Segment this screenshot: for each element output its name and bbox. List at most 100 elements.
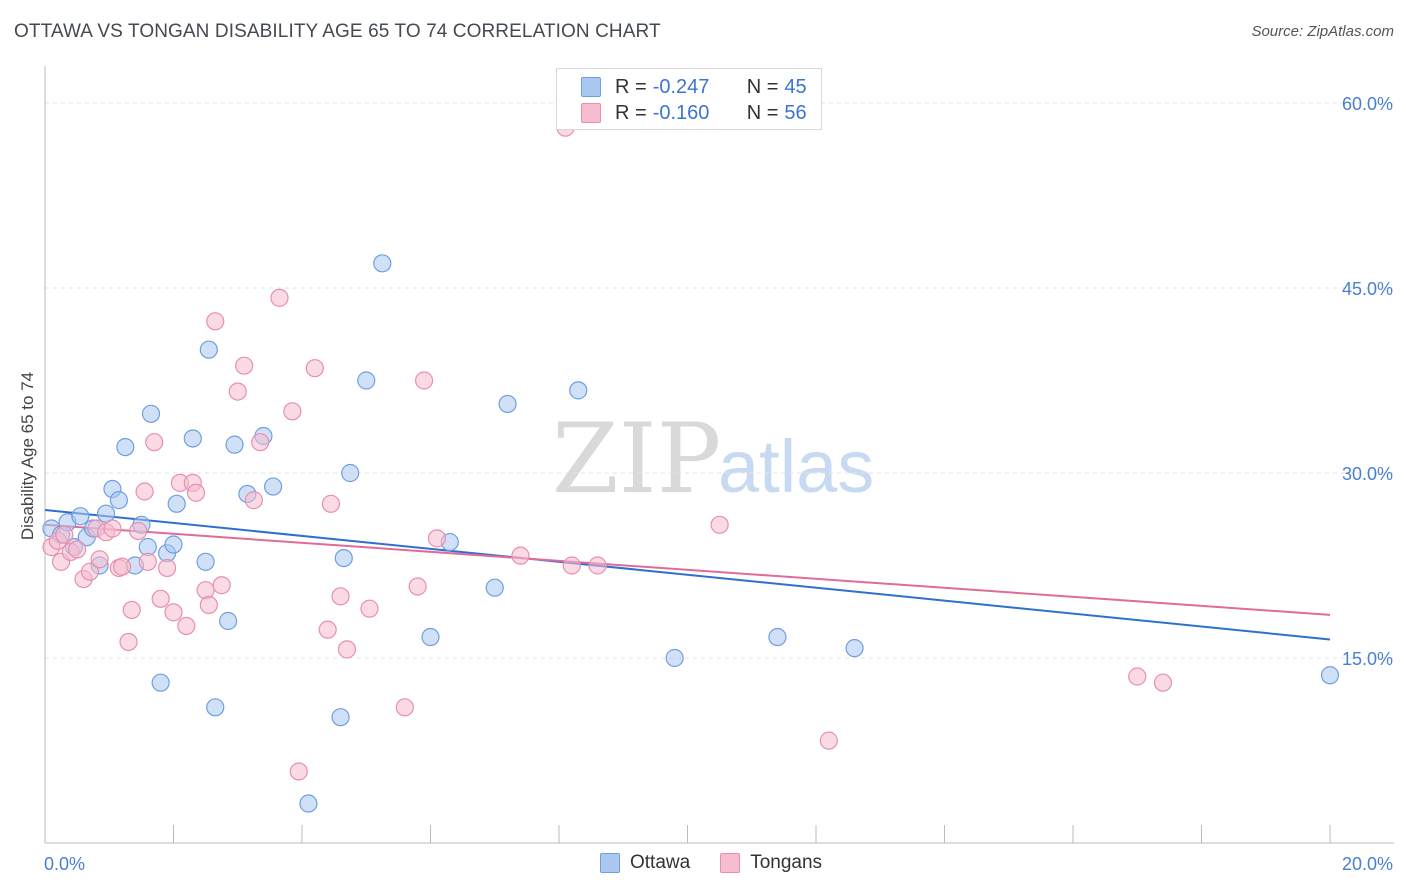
point-tongans [395, 698, 414, 717]
n-label: N = [746, 75, 779, 98]
point-tongans [151, 589, 170, 608]
point-ottawa [331, 708, 350, 727]
point-ottawa [768, 627, 787, 647]
watermark: ZIP atlas [552, 403, 874, 515]
point-tongans [157, 558, 177, 578]
x-tick-label: 0.0% [44, 854, 85, 874]
point-ottawa [498, 394, 517, 414]
point-tongans [588, 556, 607, 575]
point-tongans [337, 640, 357, 659]
point-tongans [122, 600, 141, 620]
legend-label-tongans: Tongans [750, 852, 823, 873]
point-tongans [427, 529, 447, 548]
point-tongans [270, 288, 289, 307]
point-ottawa [71, 507, 90, 526]
point-tongans [305, 359, 324, 378]
trendlines [44, 509, 1331, 641]
point-ottawa [263, 477, 283, 496]
y-tick-label: 30.0% [1342, 464, 1393, 484]
point-tongans [138, 552, 157, 571]
y-tick-label: 60.0% [1342, 94, 1393, 114]
source-credit: Source: ZipAtlas.com [1251, 23, 1394, 40]
ottawa-swatch [600, 853, 620, 873]
legend-row-tongans: R = -0.160 N = 56 [581, 101, 807, 125]
point-ottawa [357, 371, 376, 390]
point-ottawa [334, 548, 353, 568]
point-ottawa [665, 648, 684, 668]
ottawa-swatch [581, 77, 601, 97]
legend-label-ottawa: Ottawa [630, 852, 691, 873]
point-tongans [80, 562, 100, 581]
legend-item-ottawa[interactable]: Ottawa [600, 852, 690, 874]
trendline-tongans [44, 523, 1331, 616]
point-tongans [135, 482, 154, 501]
tick-labels: 60.0% 45.0% 30.0% 15.0% 0.0% 20.0% [44, 94, 1393, 874]
gridlines [45, 102, 1394, 659]
trendline-ottawa [44, 509, 1331, 641]
point-tongans [90, 550, 109, 569]
r-label: R = [615, 101, 647, 124]
point-tongans [228, 382, 247, 401]
point-tongans [283, 402, 302, 421]
point-tongans [164, 603, 183, 622]
point-tongans [331, 587, 350, 606]
axes [44, 66, 1394, 844]
point-ottawa [167, 494, 186, 513]
tongans-swatch [581, 103, 601, 123]
point-tongans [511, 546, 530, 565]
point-tongans [414, 371, 434, 390]
r-label: R = [615, 75, 647, 98]
point-tongans [68, 540, 87, 559]
point-tongans [318, 620, 337, 639]
n-label: N = [746, 101, 779, 124]
point-tongans [55, 525, 74, 544]
point-tongans [212, 576, 231, 595]
point-ottawa [141, 404, 161, 423]
y-tick-label: 45.0% [1342, 279, 1393, 299]
r-value: -0.160 [652, 101, 710, 124]
point-ottawa [373, 254, 392, 273]
point-ottawa [341, 463, 360, 483]
point-ottawa [199, 340, 218, 359]
n-value: 56 [784, 101, 807, 124]
point-tongans [321, 494, 341, 513]
n-value: 45 [784, 75, 807, 98]
point-ottawa [1320, 666, 1340, 685]
x-tick-label: 20.0% [1342, 854, 1393, 874]
r-value: -0.247 [652, 75, 710, 98]
watermark-atlas: atlas [718, 425, 874, 508]
point-ottawa [196, 552, 215, 571]
point-tongans [119, 632, 138, 652]
point-ottawa [569, 381, 588, 400]
series-legend: Ottawa Tongans [600, 852, 852, 874]
point-ottawa [219, 611, 238, 631]
point-ottawa [225, 435, 244, 454]
point-ottawa [116, 438, 135, 457]
point-tongans [129, 521, 148, 541]
point-tongans [1153, 673, 1173, 692]
chart-title: OTTAWA VS TONGAN DISABILITY AGE 65 TO 74… [14, 21, 661, 42]
point-tongans [360, 599, 379, 618]
point-tongans [206, 312, 225, 331]
point-tongans [112, 557, 132, 576]
y-tick-label: 15.0% [1342, 649, 1393, 669]
point-tongans [177, 616, 196, 636]
point-ottawa [164, 535, 183, 554]
point-ottawa [109, 491, 128, 510]
y-axis-label: Disability Age 65 to 74 [18, 372, 37, 540]
legend-row-ottawa: R = -0.247 N = 45 [581, 75, 807, 99]
point-tongans [710, 515, 729, 534]
point-ottawa [421, 627, 440, 647]
data-points [42, 118, 1340, 813]
legend-item-tongans[interactable]: Tongans [720, 852, 822, 874]
point-ottawa [485, 578, 504, 597]
point-tongans [244, 491, 263, 510]
point-ottawa [183, 429, 202, 448]
point-ottawa [299, 794, 318, 813]
point-ottawa [845, 639, 864, 658]
watermark-zip: ZIP [552, 403, 721, 515]
point-tongans [145, 433, 164, 452]
point-tongans [289, 762, 308, 781]
point-tongans [199, 595, 218, 615]
